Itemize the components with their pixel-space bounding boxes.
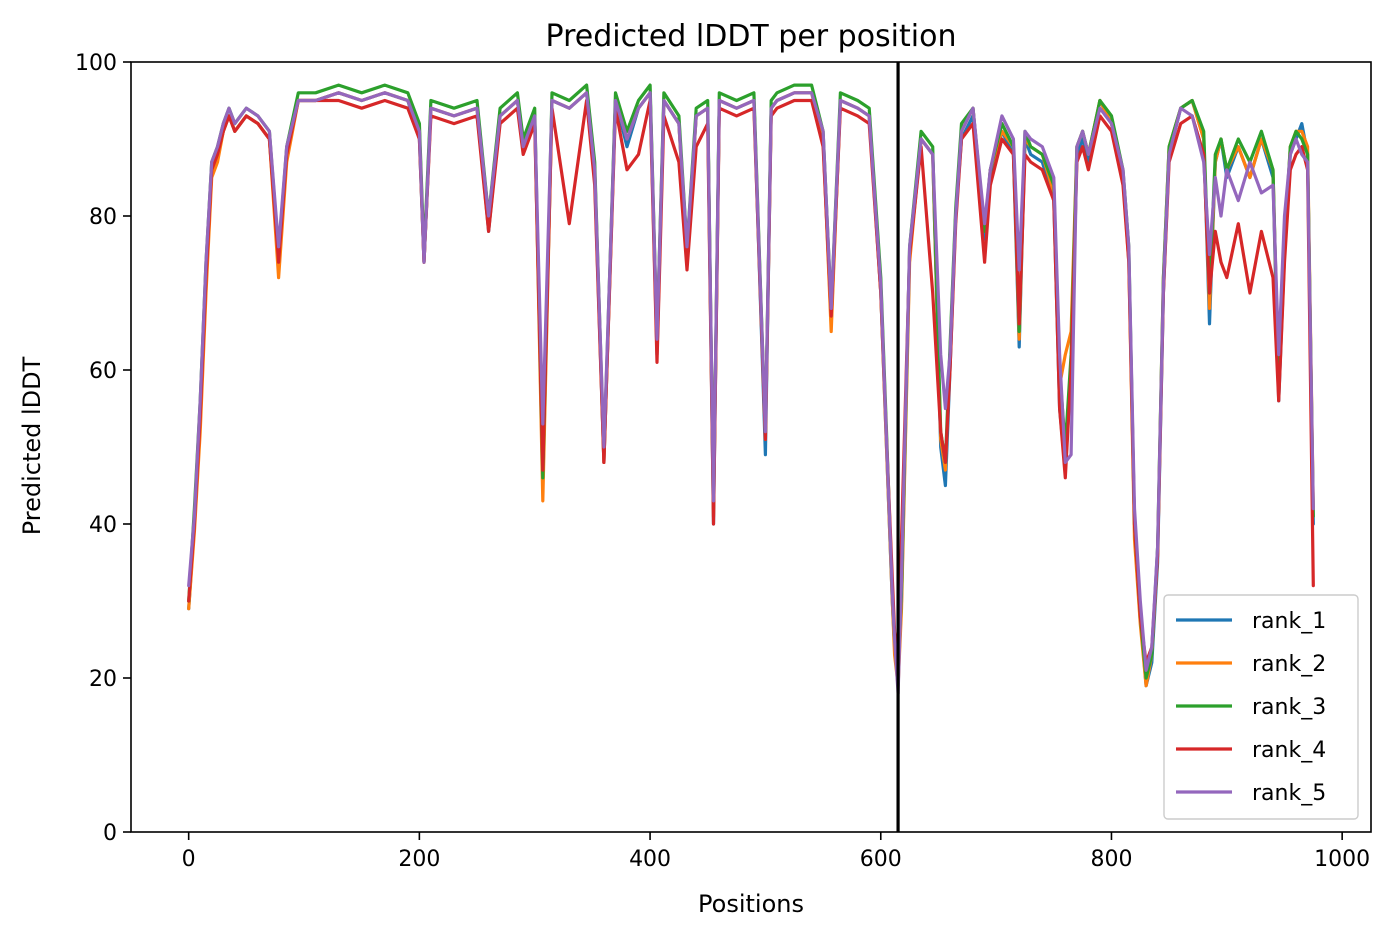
y-axis-ticks: 0 20 40 60 80 100 bbox=[75, 51, 131, 846]
legend-label-rank_5: rank_5 bbox=[1252, 781, 1326, 806]
series-line-rank_5 bbox=[187, 91, 1315, 696]
y-tick-label: 40 bbox=[89, 513, 117, 538]
plot-frame bbox=[130, 61, 1372, 833]
legend-label-rank_1: rank_1 bbox=[1252, 609, 1326, 634]
y-tick-label: 100 bbox=[75, 51, 117, 76]
y-axis-label: Predicted lDDT bbox=[18, 356, 46, 535]
legend: rank_1 rank_2 rank_3 rank_4 rank_5 bbox=[1163, 594, 1359, 820]
legend-label-rank_4: rank_4 bbox=[1252, 738, 1326, 763]
legend-label-rank_2: rank_2 bbox=[1252, 652, 1326, 677]
series-lines bbox=[187, 83, 1315, 696]
y-tick-label: 60 bbox=[89, 359, 117, 384]
chart-title: Predicted lDDT per position bbox=[546, 19, 957, 54]
x-axis-ticks: 0 200 400 600 800 1000 bbox=[182, 832, 1370, 872]
x-tick-label: 400 bbox=[629, 847, 671, 872]
y-tick-label: 80 bbox=[89, 205, 117, 230]
y-tick-label: 0 bbox=[103, 821, 117, 846]
x-tick-label: 600 bbox=[860, 847, 902, 872]
legend-box bbox=[1163, 594, 1359, 820]
y-tick-label: 20 bbox=[89, 667, 117, 692]
x-tick-label: 200 bbox=[398, 847, 440, 872]
x-tick-label: 0 bbox=[182, 847, 196, 872]
x-axis-label: Positions bbox=[698, 890, 804, 918]
legend-label-rank_3: rank_3 bbox=[1252, 695, 1326, 720]
x-tick-label: 1000 bbox=[1314, 847, 1370, 872]
x-tick-label: 800 bbox=[1090, 847, 1132, 872]
